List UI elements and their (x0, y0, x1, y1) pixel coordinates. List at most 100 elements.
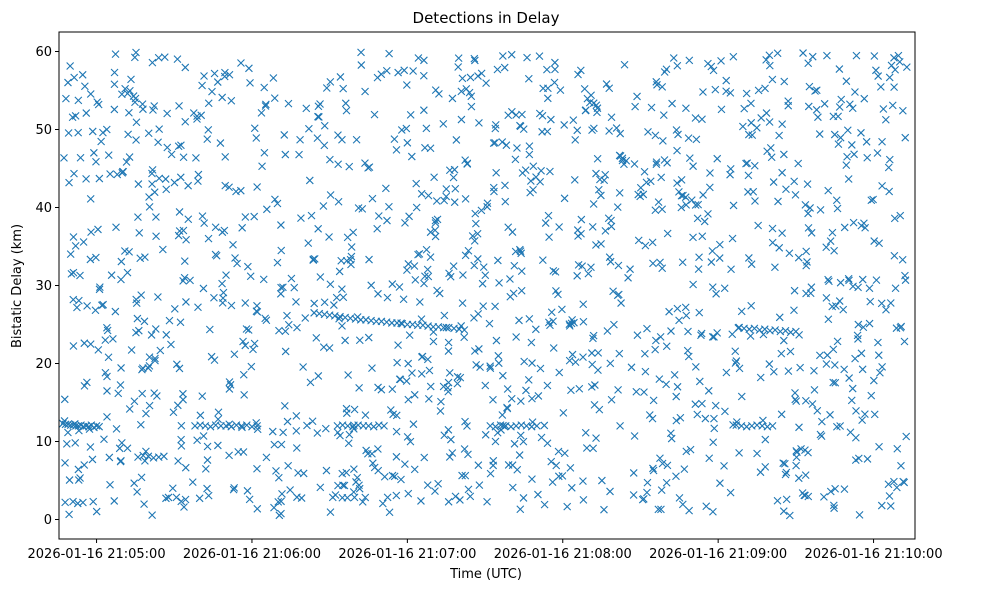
data-point-marker (284, 320, 293, 329)
data-point-marker (110, 68, 119, 77)
data-point-marker (711, 85, 720, 94)
data-point-marker (70, 419, 79, 428)
data-point-marker (161, 175, 170, 183)
data-point-marker (117, 275, 125, 284)
data-point-marker (211, 223, 220, 232)
data-point-marker (198, 392, 207, 401)
data-point-marker (475, 481, 484, 490)
data-point-marker (281, 347, 290, 356)
data-point-marker (349, 424, 358, 433)
data-point-marker (225, 420, 234, 429)
data-point-marker (180, 503, 188, 511)
data-point-marker (388, 471, 397, 480)
data-point-marker (712, 289, 721, 298)
data-point-marker (80, 381, 89, 390)
data-point-marker (199, 284, 208, 293)
data-point-marker (567, 386, 575, 395)
data-point-marker (297, 494, 306, 502)
data-point-marker (221, 68, 229, 77)
data-point-marker (867, 391, 876, 400)
data-point-marker (862, 137, 871, 146)
data-point-marker (525, 142, 534, 151)
data-point-marker (424, 272, 433, 281)
data-point-marker (222, 271, 230, 280)
data-point-marker (810, 385, 819, 394)
data-point-marker (826, 487, 835, 496)
data-point-marker (181, 117, 190, 126)
data-point-marker (95, 285, 104, 294)
data-point-marker (218, 279, 226, 288)
data-point-marker (476, 363, 484, 372)
data-point-marker (896, 211, 905, 220)
data-point-marker (173, 55, 182, 64)
data-point-marker (857, 128, 865, 137)
data-point-marker (648, 238, 657, 247)
data-point-marker (410, 390, 419, 399)
data-point-marker (892, 483, 901, 492)
data-point-marker (826, 237, 835, 246)
data-point-marker (565, 356, 574, 365)
data-point-marker (502, 141, 511, 150)
data-point-marker (460, 326, 469, 334)
data-point-marker (560, 194, 569, 203)
data-point-marker (136, 420, 145, 429)
data-point-marker (710, 424, 719, 433)
data-point-marker (125, 108, 133, 117)
data-point-marker (549, 344, 558, 352)
data-point-marker (847, 141, 856, 149)
data-point-marker (744, 254, 753, 262)
data-point-marker (138, 365, 146, 374)
data-point-marker (885, 187, 894, 196)
data-point-marker (125, 153, 134, 161)
data-point-marker (338, 322, 346, 330)
data-point-marker (854, 454, 863, 463)
data-point-marker (374, 466, 383, 475)
data-point-marker (80, 339, 89, 348)
data-point-marker (498, 52, 507, 60)
data-point-marker (471, 219, 480, 228)
data-point-marker (845, 276, 853, 285)
data-point-marker (777, 349, 786, 358)
data-point-marker (299, 469, 308, 478)
data-point-marker (618, 154, 627, 163)
data-point-marker (609, 287, 617, 296)
data-point-marker (403, 432, 412, 441)
data-point-marker (297, 214, 305, 223)
data-point-marker (74, 96, 83, 105)
data-point-marker (91, 306, 100, 315)
data-point-marker (817, 417, 826, 426)
data-point-marker (544, 211, 553, 220)
data-point-marker (812, 86, 821, 95)
data-point-marker (726, 488, 735, 497)
data-point-marker (88, 127, 97, 136)
data-point-marker (588, 223, 597, 231)
data-point-marker (900, 337, 909, 346)
data-point-marker (820, 99, 829, 108)
data-point-marker (706, 169, 714, 177)
data-point-marker (498, 371, 507, 380)
data-point-marker (601, 170, 610, 179)
data-point-marker (699, 191, 707, 199)
data-point-marker (483, 497, 491, 506)
data-point-marker (769, 367, 778, 376)
data-point-marker (293, 493, 301, 502)
data-point-marker (432, 197, 441, 205)
x-tick-label: 2026-01-16 21:09:00 (649, 547, 787, 562)
data-point-marker (605, 253, 614, 262)
data-point-marker (203, 484, 211, 493)
data-point-marker (293, 323, 301, 332)
data-point-marker (881, 115, 890, 124)
data-point-marker (824, 186, 833, 195)
data-point-marker (843, 126, 852, 135)
data-point-marker (175, 208, 184, 216)
data-point-marker (579, 353, 587, 362)
y-tick-label: 30 (35, 279, 52, 294)
data-point-marker (802, 247, 811, 256)
data-point-marker (431, 86, 440, 95)
data-point-marker (768, 238, 777, 247)
data-point-marker (122, 158, 131, 166)
data-point-marker (268, 427, 277, 436)
data-point-marker (593, 108, 601, 117)
data-point-marker (826, 410, 834, 419)
data-point-marker (538, 256, 547, 264)
